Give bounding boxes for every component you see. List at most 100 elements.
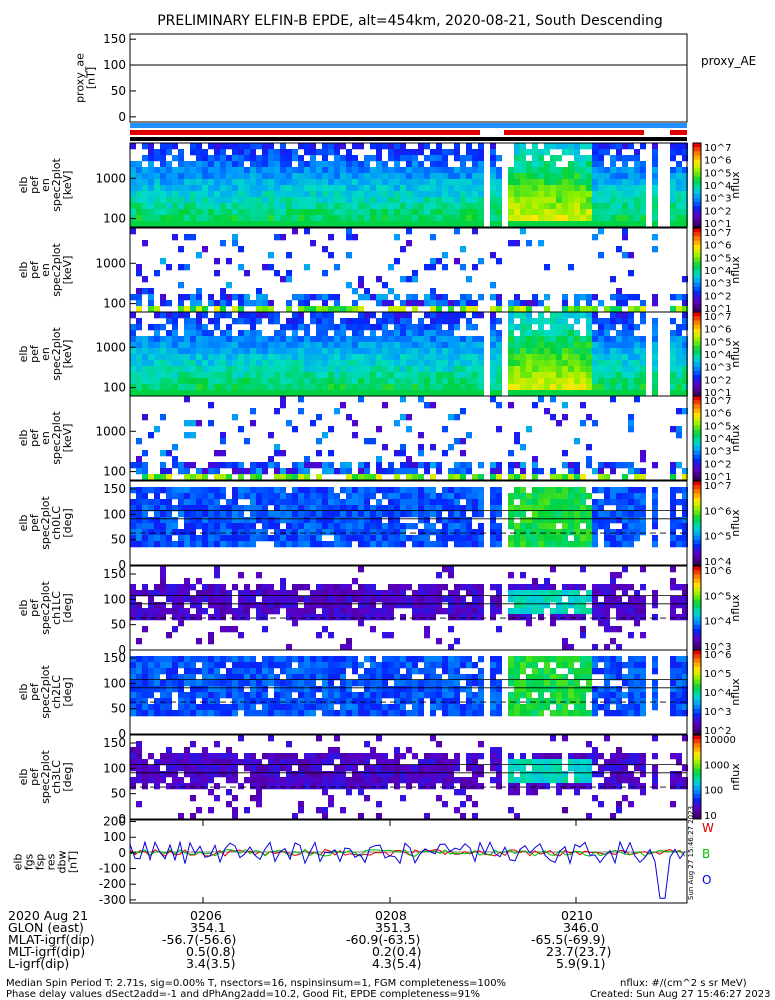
spectrogram-cell [298, 505, 304, 512]
spectrogram-cell [370, 698, 376, 705]
spectrogram-cell [364, 656, 370, 663]
spectrogram-cell [190, 384, 196, 391]
spectrogram-cell [226, 535, 232, 542]
spectrogram-cell [166, 474, 172, 481]
spectrogram-cell [670, 390, 676, 397]
spectrogram-cell [274, 167, 280, 174]
spectrogram-cell [556, 529, 562, 536]
spectrogram-cell [556, 390, 562, 397]
spectrogram-cell [154, 384, 160, 391]
spectrogram-cell [430, 161, 436, 168]
spectrogram-cell [304, 149, 310, 156]
spectrogram-cell [478, 505, 484, 512]
spectrogram-cell [412, 493, 418, 500]
spectrogram-cell [532, 221, 538, 228]
spectrogram-cell [448, 590, 454, 597]
spectrogram-cell [358, 535, 364, 542]
spectrogram-cell [364, 590, 370, 597]
spectrogram-cell [190, 360, 196, 367]
spectrogram-cell [394, 698, 400, 705]
spectrogram-cell [154, 426, 160, 433]
spectrogram-cell [316, 354, 322, 361]
spectrogram-cell [238, 608, 244, 615]
spectrogram-cell [490, 215, 496, 222]
spectrogram-cell [280, 468, 286, 475]
colorbar-segment [693, 417, 701, 422]
spectrogram-cell [208, 662, 214, 669]
spectrogram-cell [160, 197, 166, 204]
spectrogram-cell [190, 149, 196, 156]
spectrogram-cell [214, 529, 220, 536]
spectrogram-cell [196, 221, 202, 228]
spectrogram-cell [322, 692, 328, 699]
spectrogram-cell [616, 644, 622, 651]
spectrogram-cell [142, 288, 148, 295]
spectrogram-cell [670, 167, 676, 174]
spectrogram-cell [214, 462, 220, 469]
spectrogram-cell [340, 686, 346, 693]
spectrogram-cell [562, 402, 568, 409]
spectrogram-cell [442, 523, 448, 530]
spectrogram-cell [316, 674, 322, 681]
spectrogram-cell [154, 493, 160, 500]
spectrogram-cell [346, 173, 352, 180]
spectrogram-cell [340, 324, 346, 331]
colorbar-segment [693, 354, 701, 359]
spectrogram-cell [442, 529, 448, 536]
spectrogram-cell [670, 578, 676, 585]
spectrogram-cell [622, 330, 628, 337]
spectrogram-cell [538, 354, 544, 361]
spectrogram-cell [682, 197, 688, 204]
spectrogram-cell [232, 372, 238, 379]
spectrogram-cell [166, 535, 172, 542]
spectrogram-cell [454, 173, 460, 180]
spectrogram-cell [370, 155, 376, 162]
spectrogram-cell [214, 324, 220, 331]
spectrogram-cell [280, 686, 286, 693]
spectrogram-cell [184, 462, 190, 469]
spectrogram-cell [226, 372, 232, 379]
spectrogram-cell [448, 572, 454, 579]
spectrogram-cell [286, 167, 292, 174]
spectrogram-cell [628, 324, 634, 331]
spectrogram-cell [580, 312, 586, 319]
spectrogram-cell [532, 318, 538, 325]
spectrogram-cell [580, 499, 586, 506]
spectrogram-cell [430, 215, 436, 222]
spectrogram-cell [436, 155, 442, 162]
spectrogram-cell [388, 674, 394, 681]
spectrogram-cell [328, 312, 334, 319]
spectrogram-cell [136, 674, 142, 681]
spectrogram-cell [196, 300, 202, 307]
spectrogram-cell [178, 529, 184, 536]
spectrogram-cell [232, 384, 238, 391]
spectrogram-cell [394, 215, 400, 222]
spectrogram-cell [622, 318, 628, 325]
colorbar-segment [693, 249, 701, 254]
spectrogram-cell [142, 215, 148, 222]
spectrogram-cell [430, 360, 436, 367]
spectrogram-cell [676, 487, 682, 494]
spectrogram-cell [376, 197, 382, 204]
spectrogram-cell [346, 638, 352, 645]
spectrogram-cell [346, 686, 352, 693]
spectrogram-cell [598, 221, 604, 228]
spectrogram-cell [454, 674, 460, 681]
spectrogram-cell [136, 324, 142, 331]
spectrogram-cell [436, 306, 442, 313]
spectrogram-cell [400, 246, 406, 253]
spectrogram-cell [286, 276, 292, 283]
spectrogram-cell [628, 462, 634, 469]
spectrogram-cell [394, 360, 400, 367]
spectrogram-cell [418, 372, 424, 379]
spectrogram-cell [220, 161, 226, 168]
spectrogram-cell [472, 608, 478, 615]
spectrogram-cell [292, 596, 298, 603]
spectrogram-cell [334, 596, 340, 603]
spectrogram-cell [508, 221, 514, 228]
spectrogram-cell [574, 541, 580, 548]
spectrogram-cell [598, 366, 604, 373]
spectrogram-cell [244, 372, 250, 379]
colorbar-segment [693, 218, 701, 224]
spectrogram-cell [598, 161, 604, 168]
